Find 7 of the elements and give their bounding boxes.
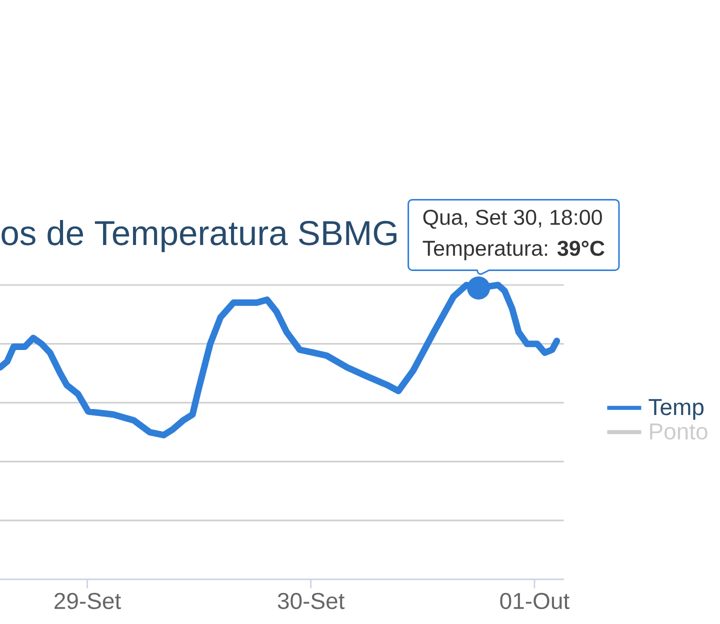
x-tick-label: 29-Set [54, 592, 121, 610]
x-tick-label: 30-Set [278, 592, 345, 610]
chart-title: os de Temperatura SBMG [2, 220, 396, 252]
text: Qua, Set 30, 18:00 [423, 210, 602, 229]
legend-label: Temp [648, 399, 704, 420]
annotation: Temperatura: 39°C [422, 240, 604, 260]
x-tick-label: 01-Out [500, 592, 570, 610]
